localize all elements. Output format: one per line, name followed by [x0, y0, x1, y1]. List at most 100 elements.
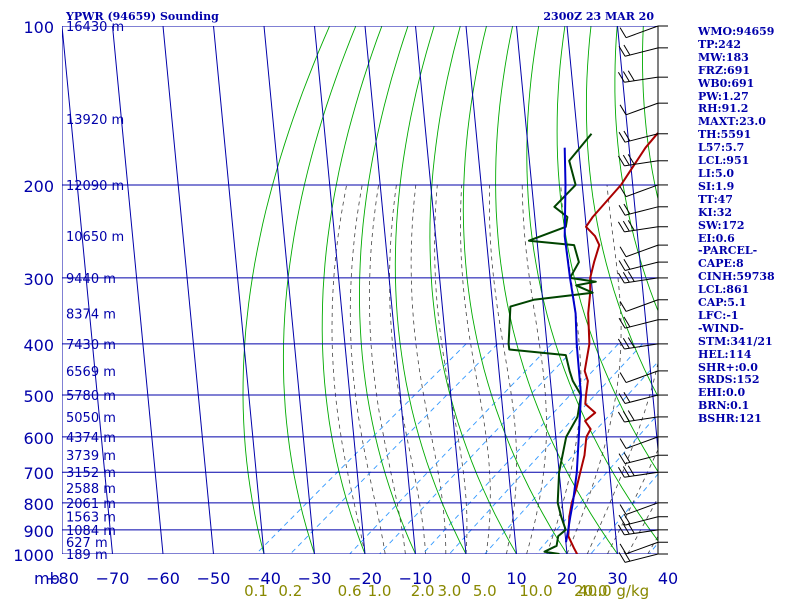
wind-barb-feather	[617, 71, 625, 83]
wind-barb-shaft	[624, 553, 659, 563]
stat-line: TP:242	[698, 37, 742, 51]
stat-line: CINH:59738	[698, 270, 775, 284]
temperature-tick-label: −60	[146, 569, 180, 588]
dry-adiabat	[429, 26, 517, 554]
wind-barb-feather	[618, 46, 626, 57]
stat-line: SRDS:152	[698, 373, 760, 387]
dry-adiabat	[642, 26, 658, 201]
dry-adiabat	[614, 26, 658, 313]
wind-barb-feather	[619, 186, 627, 197]
pressure-tick-label: 500	[23, 387, 54, 406]
wind-barb-feather	[619, 438, 627, 449]
pressure-tick-label: 1000	[13, 546, 54, 565]
wind-barb-shaft	[624, 516, 659, 526]
wind-barb-feather	[619, 104, 627, 116]
height-label: 2588 m	[66, 482, 116, 497]
wind-barb-shaft	[625, 436, 659, 449]
moist-adiabat	[369, 184, 406, 554]
isotherm-line	[516, 26, 568, 554]
isotherm-line	[415, 26, 467, 554]
mixing-ratio-tick-label: 2.0	[411, 582, 435, 600]
isotherm-line	[465, 26, 517, 554]
stat-line: EI:0.6	[698, 231, 735, 245]
mixing-ratio-tick-label: 10.0	[519, 582, 552, 600]
wind-barb-shaft	[625, 299, 659, 312]
wind-barb-feather	[623, 203, 631, 215]
wind-barb-feather	[617, 467, 625, 478]
dry-adiabat	[321, 26, 383, 554]
wind-barb-feather	[623, 550, 631, 562]
height-label: 627 m	[66, 536, 108, 551]
moist-adiabat	[460, 184, 491, 554]
pressure-tick-label: 800	[23, 495, 54, 514]
wind-barb-feather	[623, 259, 631, 270]
height-label: 1084 m	[66, 524, 116, 539]
pressure-tick-label: 200	[23, 177, 54, 196]
mixing-ratio-tick-label: 40.0 g/kg	[578, 582, 649, 600]
moist-adiabat	[389, 184, 426, 554]
stat-line: EHI:0.0	[698, 386, 746, 400]
dry-adiabat	[394, 26, 467, 554]
height-label: 9440 m	[66, 272, 116, 287]
isotherm-line	[112, 26, 164, 554]
wind-barb-feather	[622, 523, 630, 535]
station-title: YPWR (94659) Sounding	[65, 10, 219, 23]
wind-barb-shaft	[624, 76, 659, 83]
wind-barb-feather	[617, 524, 625, 536]
stat-line: -PARCEL-	[698, 244, 758, 258]
moist-adiabat	[349, 184, 386, 554]
mixing-ratio-tick-label: 5.0	[473, 582, 497, 600]
stat-line: L57:5.7	[698, 141, 745, 155]
wind-barb-feather	[627, 465, 635, 477]
wind-barb-feather	[617, 272, 625, 284]
wind-barb-feather	[622, 71, 630, 82]
plot-area	[62, 26, 658, 554]
temperature-line	[567, 131, 658, 554]
wind-barb-shaft	[624, 471, 659, 478]
wind-barbs	[617, 25, 668, 563]
mixing-ratio-tick-label: 0.6	[338, 582, 362, 600]
moist-adiabat	[410, 184, 447, 554]
stat-line: FRZ:691	[698, 63, 751, 77]
height-label: 4374 m	[66, 431, 116, 446]
temperature-axis: mb−80 −70 −60 −50 −40 −30 −20 −10 0 10 20 30 40	[34, 569, 678, 588]
temperature-tick-label: 20	[557, 569, 577, 588]
stat-line: WMO:94659	[698, 25, 775, 38]
mixing-ratio-axis: 0.1 0.2 0.6 1.0 2.0 3.0 5.0 10.0 20.040.0 g/kg	[244, 582, 649, 600]
height-label: 3739 m	[66, 449, 116, 464]
pressure-tick-label: 900	[23, 522, 54, 541]
height-label: 3152 m	[66, 466, 116, 481]
pressure-tick-label: 300	[23, 270, 54, 289]
temperature-tick-label: 40	[658, 569, 678, 588]
wind-barb-shaft	[625, 184, 659, 198]
stat-line: HEL:114	[698, 347, 752, 361]
stat-line: BSHR:121	[698, 412, 762, 426]
wind-barb-feather	[618, 317, 626, 329]
wind-barb-feather	[618, 393, 626, 404]
wind-barb-feather	[627, 523, 635, 534]
temperature-tick-label: 10	[506, 569, 526, 588]
temperature-tick-label: −20	[348, 569, 382, 588]
wind-barb-feather	[627, 410, 635, 421]
dry-adiabat	[282, 26, 357, 554]
wind-barb-feather	[623, 513, 631, 525]
wind-barb-feather	[622, 271, 630, 283]
dry-adiabat	[556, 26, 658, 473]
pressure-tick-label: 700	[23, 464, 54, 483]
wind-barb-shaft	[625, 502, 659, 515]
stat-line: CAP:5.1	[698, 296, 747, 310]
wind-barb-feather	[623, 44, 631, 56]
pressure-tick-label: 400	[23, 336, 54, 355]
moist-adiabat	[489, 184, 517, 554]
stat-line: LI:5.0	[698, 166, 735, 180]
height-label: 13920 m	[66, 113, 124, 128]
wind-barb-feather	[622, 220, 630, 232]
stat-line: -WIND-	[698, 321, 744, 335]
mixing-ratio-tick-label: 1.0	[368, 582, 392, 600]
stat-line: SW:172	[698, 218, 745, 232]
wind-barb-shaft	[624, 416, 659, 423]
isotherm-line	[213, 26, 265, 554]
mixing-ratio-line	[449, 343, 643, 554]
height-label: 2061 m	[66, 497, 116, 512]
